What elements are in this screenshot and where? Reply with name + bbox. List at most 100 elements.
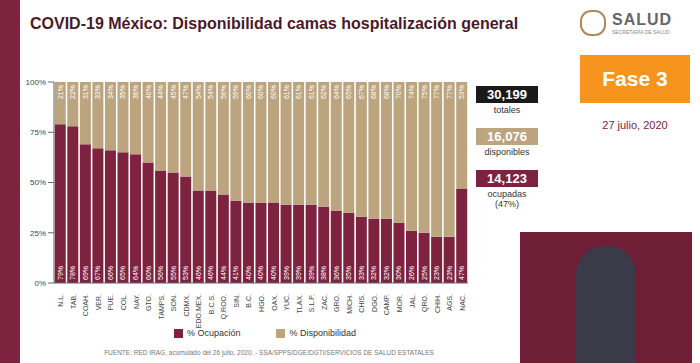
svg-text:55%: 55%	[170, 266, 177, 280]
svg-text:56%: 56%	[157, 266, 164, 280]
svg-text:35%: 35%	[119, 85, 126, 99]
svg-text:COL.: COL.	[120, 294, 127, 310]
svg-text:69%: 69%	[82, 266, 89, 280]
svg-text:61%: 61%	[308, 85, 315, 99]
svg-text:31%: 31%	[82, 85, 89, 99]
svg-text:68%: 68%	[370, 85, 377, 99]
svg-text:DGO.: DGO.	[371, 294, 378, 312]
svg-text:SIN.: SIN.	[233, 294, 240, 308]
svg-text:36%: 36%	[333, 266, 340, 280]
svg-text:60%: 60%	[245, 85, 252, 99]
svg-text:MICH.: MICH.	[346, 294, 353, 314]
svg-text:CAMP.: CAMP.	[383, 294, 390, 315]
svg-text:60%: 60%	[257, 85, 264, 99]
svg-text:33%: 33%	[94, 85, 101, 99]
svg-text:TLAX.: TLAX.	[296, 294, 303, 314]
svg-text:GRO.: GRO.	[333, 294, 340, 312]
svg-text:CHIH.: CHIH.	[434, 294, 441, 313]
svg-text:32%: 32%	[370, 266, 377, 280]
svg-text:JAL.: JAL.	[409, 294, 416, 308]
svg-text:40%: 40%	[257, 266, 264, 280]
svg-text:75%: 75%	[30, 128, 46, 137]
svg-text:26%: 26%	[408, 266, 415, 280]
svg-text:TAMPS.: TAMPS.	[158, 294, 165, 320]
svg-text:B.C.: B.C.	[245, 294, 252, 308]
svg-text:34%: 34%	[107, 85, 114, 99]
svg-text:COAH.: COAH.	[82, 294, 89, 316]
svg-text:77%: 77%	[446, 85, 453, 99]
svg-text:59%: 59%	[232, 85, 239, 99]
svg-text:36%: 36%	[132, 85, 139, 99]
svg-text:53%: 53%	[458, 85, 465, 99]
svg-text:N.L.: N.L.	[57, 294, 64, 307]
svg-text:QRO.: QRO.	[421, 294, 429, 312]
svg-text:23%: 23%	[433, 266, 440, 280]
svg-text:25%: 25%	[421, 266, 428, 280]
svg-text:66%: 66%	[107, 266, 114, 280]
svg-text:GTO.: GTO.	[145, 294, 152, 311]
svg-text:41%: 41%	[232, 266, 239, 280]
svg-text:67%: 67%	[94, 266, 101, 280]
svg-text:68%: 68%	[383, 85, 390, 99]
svg-text:21%: 21%	[57, 85, 64, 99]
svg-text:70%: 70%	[395, 85, 402, 99]
svg-text:25%: 25%	[30, 229, 46, 238]
svg-text:45%: 45%	[170, 85, 177, 99]
svg-text:VER.: VER.	[95, 294, 102, 310]
svg-text:35%: 35%	[345, 266, 352, 280]
svg-text:OAX.: OAX.	[271, 294, 278, 311]
svg-text:54%: 54%	[195, 85, 202, 99]
svg-text:47%: 47%	[182, 85, 189, 99]
svg-text:CDMX.: CDMX.	[183, 294, 190, 317]
svg-text:67%: 67%	[358, 85, 365, 99]
svg-text:39%: 39%	[283, 266, 290, 280]
svg-text:PUE.: PUE.	[107, 294, 114, 310]
svg-text:40%: 40%	[145, 85, 152, 99]
svg-text:32%: 32%	[383, 266, 390, 280]
svg-text:39%: 39%	[308, 266, 315, 280]
svg-text:NAY.: NAY.	[133, 294, 140, 309]
svg-text:39%: 39%	[295, 266, 302, 280]
svg-text:79%: 79%	[57, 266, 64, 280]
svg-text:77%: 77%	[433, 85, 440, 99]
svg-text:HGO.: HGO.	[258, 294, 265, 312]
svg-text:54%: 54%	[207, 85, 214, 99]
svg-text:78%: 78%	[69, 266, 76, 280]
svg-text:64%: 64%	[333, 85, 340, 99]
svg-text:64%: 64%	[132, 266, 139, 280]
svg-text:40%: 40%	[270, 266, 277, 280]
svg-text:44%: 44%	[157, 85, 164, 99]
svg-text:75%: 75%	[421, 85, 428, 99]
svg-text:61%: 61%	[295, 85, 302, 99]
svg-text:65%: 65%	[345, 85, 352, 99]
svg-text:Q.ROO.: Q.ROO.	[220, 294, 228, 319]
svg-text:56%: 56%	[220, 85, 227, 99]
svg-text:38%: 38%	[320, 266, 327, 280]
svg-text:60%: 60%	[270, 85, 277, 99]
svg-text:MOR.: MOR.	[396, 294, 403, 312]
svg-text:62%: 62%	[320, 85, 327, 99]
svg-text:30%: 30%	[395, 266, 402, 280]
svg-text:74%: 74%	[408, 85, 415, 99]
svg-text:46%: 46%	[195, 266, 202, 280]
svg-text:46%: 46%	[207, 266, 214, 280]
svg-text:YUC.: YUC.	[283, 294, 290, 311]
svg-text:SON.: SON.	[170, 294, 177, 311]
svg-text:NAC.: NAC.	[459, 294, 466, 311]
svg-text:47%: 47%	[458, 266, 465, 280]
svg-text:61%: 61%	[283, 85, 290, 99]
svg-text:65%: 65%	[119, 266, 126, 280]
svg-text:AGS.: AGS.	[446, 294, 453, 311]
svg-text:B.C.S.: B.C.S.	[208, 294, 215, 314]
svg-text:33%: 33%	[358, 266, 365, 280]
svg-text:CHIS.: CHIS.	[358, 294, 365, 313]
svg-text:40%: 40%	[245, 266, 252, 280]
svg-text:53%: 53%	[182, 266, 189, 280]
svg-text:44%: 44%	[220, 266, 227, 280]
svg-text:TAB.: TAB.	[70, 294, 77, 309]
svg-text:100%: 100%	[26, 78, 46, 87]
svg-text:50%: 50%	[30, 178, 46, 187]
svg-text:S.L.P.: S.L.P.	[308, 294, 315, 312]
svg-text:22%: 22%	[69, 85, 76, 99]
svg-text:ZAC.: ZAC.	[321, 294, 328, 310]
